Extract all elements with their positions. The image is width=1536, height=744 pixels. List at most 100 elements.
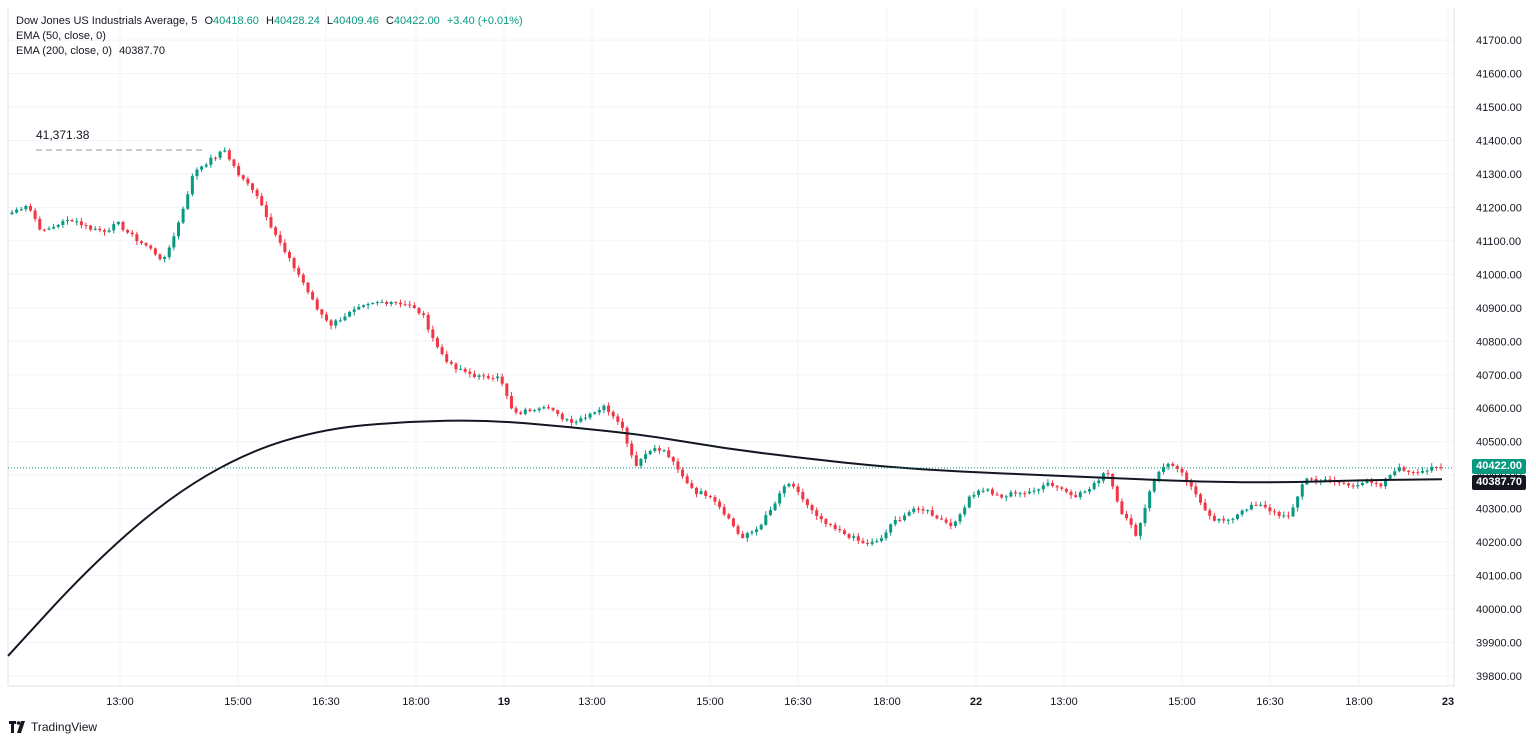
candle-body xyxy=(28,206,32,211)
candle-body xyxy=(1323,479,1327,481)
candle xyxy=(440,344,444,356)
candle xyxy=(468,368,472,378)
candle-body xyxy=(116,221,120,225)
candle xyxy=(801,488,805,503)
candle-body xyxy=(847,534,851,538)
candle-body xyxy=(385,301,389,304)
candle-body xyxy=(870,541,874,544)
candle xyxy=(274,225,278,237)
candle-body xyxy=(963,507,967,515)
candle-body xyxy=(727,514,731,519)
candle-body xyxy=(283,242,287,253)
candle xyxy=(315,297,319,311)
candle-body xyxy=(1032,490,1036,492)
y-tick-label: 41200.00 xyxy=(1476,202,1522,214)
candle xyxy=(741,531,745,539)
candle-body xyxy=(459,368,463,370)
legend-c-label: C xyxy=(385,15,394,27)
candle-body xyxy=(47,228,51,230)
candle xyxy=(283,239,287,255)
candle-body xyxy=(1171,463,1175,466)
candle-body xyxy=(796,486,800,493)
candle xyxy=(912,506,916,515)
legend-ohlc: Dow Jones US Industrials Average, 5 O 404… xyxy=(16,14,523,29)
candle-body xyxy=(1249,504,1253,510)
candle xyxy=(366,302,370,310)
candle xyxy=(1083,490,1087,494)
candle-body xyxy=(112,224,116,231)
candle xyxy=(98,226,102,233)
candle-body xyxy=(417,308,421,314)
candle-body xyxy=(486,376,490,379)
legend-h-value: 40428.24 xyxy=(273,15,320,27)
candle-body xyxy=(819,515,823,520)
y-tick-label: 40000.00 xyxy=(1476,604,1522,616)
candle xyxy=(426,312,430,333)
candle-body xyxy=(792,483,796,487)
candle xyxy=(819,513,823,523)
candle xyxy=(930,506,934,517)
last-price-tag: 40422.00 xyxy=(1472,459,1526,474)
candle xyxy=(620,418,624,431)
candle-body xyxy=(440,347,444,355)
legend-ema50[interactable]: EMA (50, close, 0) xyxy=(16,29,523,44)
candle-body xyxy=(301,274,305,283)
candle-body xyxy=(324,314,328,321)
candle-body xyxy=(718,501,722,508)
x-tick-label: 16:30 xyxy=(784,696,812,708)
candle-body xyxy=(130,232,134,235)
candle-body xyxy=(875,540,879,542)
candle-body xyxy=(866,542,870,544)
candle-body xyxy=(653,448,657,452)
candle-body xyxy=(149,245,153,249)
x-tick-label: 13:00 xyxy=(1050,696,1078,708)
candle xyxy=(269,213,273,229)
candle xyxy=(560,412,564,422)
candle xyxy=(1060,485,1064,491)
y-tick-label: 40900.00 xyxy=(1476,303,1522,315)
candle-body xyxy=(1148,491,1152,509)
candle xyxy=(454,362,458,374)
candle xyxy=(944,517,948,525)
candle xyxy=(838,525,842,533)
candle xyxy=(690,480,694,490)
legend-symbol: Dow Jones US Industrials Average, 5 xyxy=(16,15,198,27)
candle xyxy=(866,539,870,547)
candle-body xyxy=(1111,474,1115,487)
candle-body xyxy=(38,218,42,230)
candle-body xyxy=(1245,509,1249,511)
legend-o-label: O xyxy=(204,15,214,27)
candle xyxy=(380,299,384,304)
candle-body xyxy=(542,407,546,409)
candle xyxy=(995,491,999,496)
candle xyxy=(158,253,162,262)
candle xyxy=(93,226,97,231)
candle xyxy=(1014,490,1018,497)
grid xyxy=(8,8,1454,686)
candle-body xyxy=(1337,481,1341,483)
candle xyxy=(1199,492,1203,506)
candle xyxy=(824,517,828,528)
candle xyxy=(685,473,689,485)
candle-body xyxy=(1360,483,1364,486)
candle xyxy=(653,444,657,453)
candle-body xyxy=(135,234,139,242)
candle xyxy=(551,407,555,412)
candle-body xyxy=(657,448,661,451)
candle-body xyxy=(856,536,860,541)
tradingview-brand[interactable]: TradingView xyxy=(9,720,97,734)
candle xyxy=(1041,482,1045,493)
candle xyxy=(1254,501,1258,507)
y-tick-label: 40500.00 xyxy=(1476,437,1522,449)
candle-body xyxy=(1231,518,1235,520)
legend-ema200[interactable]: EMA (200, close, 0) 40387.70 xyxy=(16,44,523,59)
candle-body xyxy=(1273,511,1277,513)
candle xyxy=(1300,482,1304,500)
candle xyxy=(311,290,315,301)
candle xyxy=(634,451,638,467)
candle-body xyxy=(144,243,148,246)
candle xyxy=(856,533,860,544)
candle-body xyxy=(1120,501,1124,514)
